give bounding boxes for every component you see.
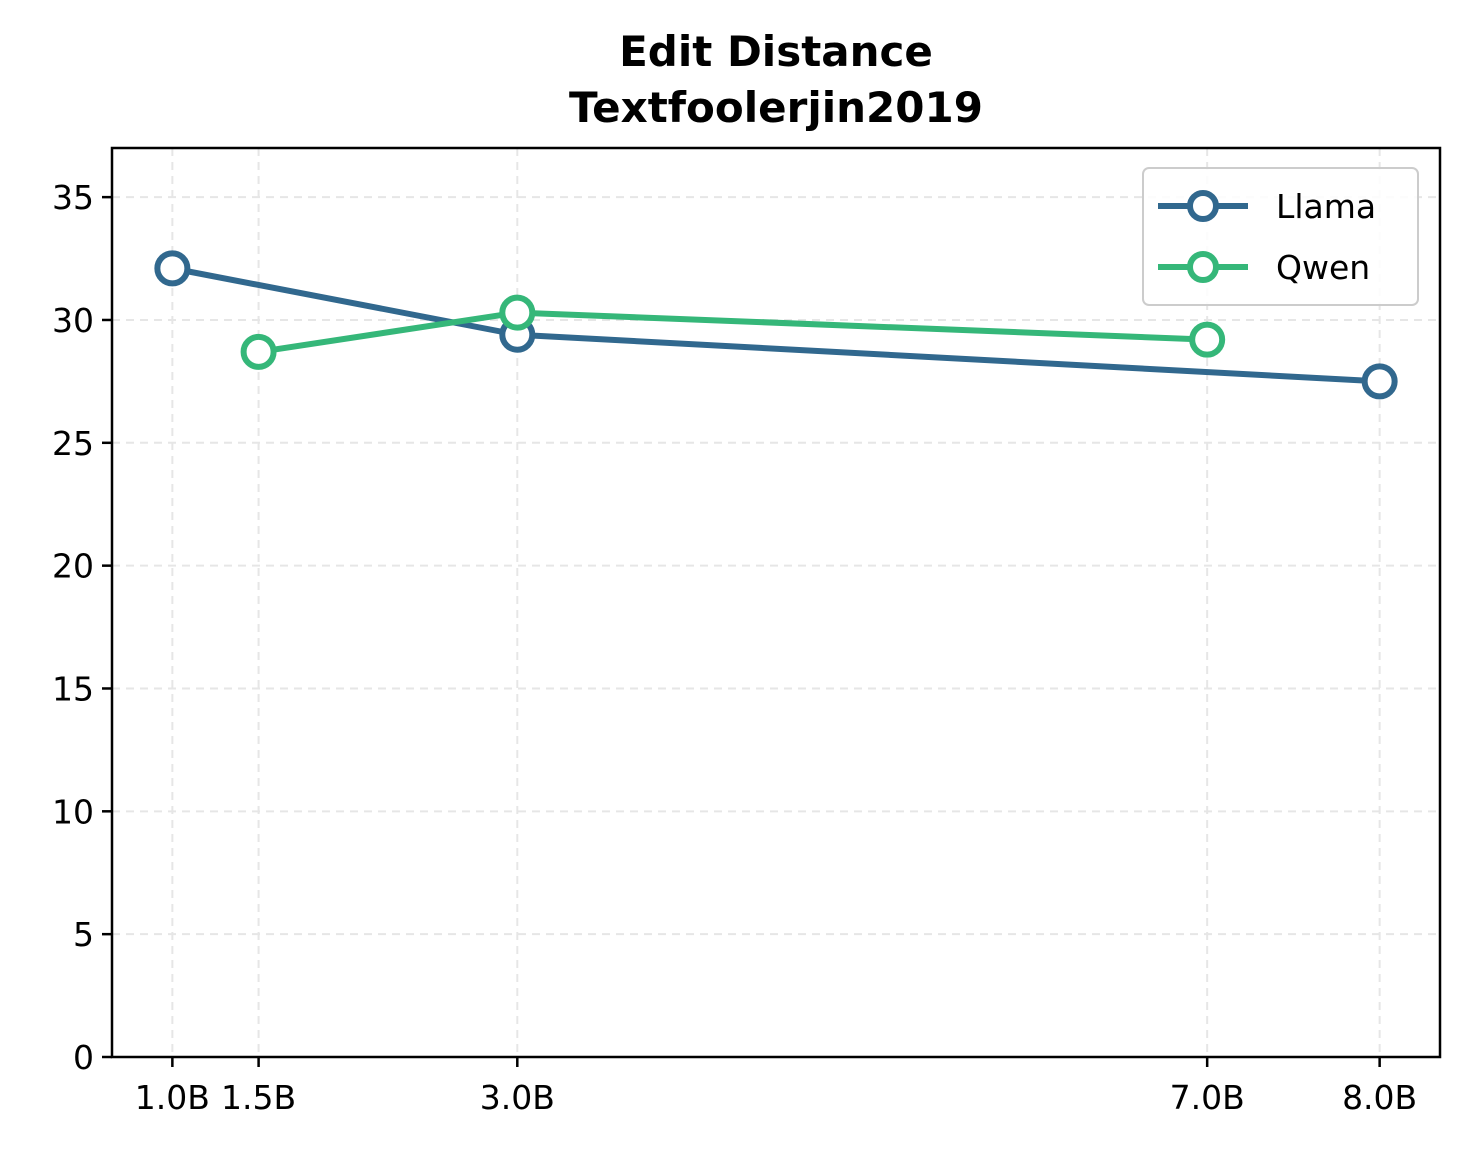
legend: Llama Qwen [1142,167,1419,306]
legend-marker-llama [1187,190,1219,222]
y-tick-label: 5 [73,915,94,954]
ticks: 0 5 10 15 20 25 30 35 1.0B 1.5B 3.0B 7.0B 8.0B [52,178,1417,1117]
data-point-llama [154,250,191,287]
data-point-qwen [240,333,277,370]
x-tick-label: 1.5B [221,1078,296,1117]
x-tick-label: 7.0B [1170,1078,1245,1117]
chart-title-line-2: Textfoolerjin2019 [569,83,983,132]
data-point-qwen [1189,321,1226,358]
y-tick-label: 30 [52,301,94,340]
chart-title-line-1: Edit Distance [619,27,933,76]
y-tick-label: 35 [52,178,94,217]
data-point-llama [1361,363,1398,400]
plot-frame [110,146,1442,1059]
y-tick-label: 10 [52,792,94,831]
y-tick-label: 0 [73,1038,94,1077]
legend-label-llama: Llama [1276,187,1376,226]
x-tick-label: 1.0B [135,1078,210,1117]
x-tick-label: 8.0B [1342,1078,1417,1117]
series-layer [154,250,1398,400]
y-tick-label: 15 [52,669,94,708]
legend-label-qwen: Qwen [1276,248,1370,287]
y-tick-label: 20 [52,547,94,586]
x-tick-label: 3.0B [480,1078,555,1117]
legend-marker-qwen [1187,251,1219,283]
y-tick-label: 25 [52,424,94,463]
data-point-qwen [499,294,536,331]
